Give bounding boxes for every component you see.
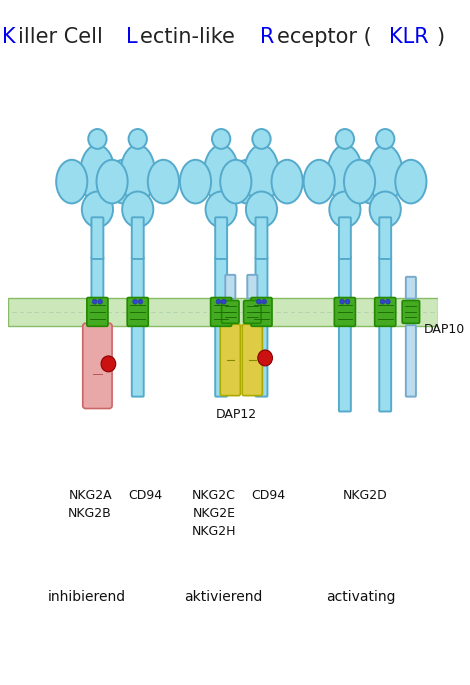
FancyBboxPatch shape — [256, 325, 267, 397]
Text: ectin-like: ectin-like — [140, 27, 242, 47]
FancyBboxPatch shape — [92, 257, 103, 299]
Ellipse shape — [252, 129, 271, 149]
Text: inhibierend: inhibierend — [48, 590, 126, 604]
FancyBboxPatch shape — [402, 301, 420, 323]
Text: R: R — [260, 27, 274, 47]
Ellipse shape — [82, 192, 113, 227]
FancyBboxPatch shape — [339, 217, 351, 259]
Ellipse shape — [205, 192, 237, 227]
FancyBboxPatch shape — [87, 297, 108, 326]
Circle shape — [262, 299, 266, 304]
Text: CD94: CD94 — [252, 489, 286, 502]
Circle shape — [101, 356, 116, 372]
Circle shape — [138, 299, 143, 304]
Ellipse shape — [376, 129, 394, 149]
Text: NKG2A
NKG2B: NKG2A NKG2B — [68, 489, 112, 520]
Circle shape — [216, 299, 221, 304]
FancyBboxPatch shape — [251, 297, 272, 326]
Text: K: K — [2, 27, 16, 47]
Text: ): ) — [436, 27, 444, 47]
FancyBboxPatch shape — [375, 297, 396, 326]
Ellipse shape — [328, 145, 362, 203]
Ellipse shape — [220, 160, 251, 203]
Ellipse shape — [212, 129, 230, 149]
FancyBboxPatch shape — [339, 257, 351, 299]
FancyBboxPatch shape — [406, 277, 416, 299]
FancyBboxPatch shape — [379, 217, 391, 259]
Circle shape — [98, 299, 102, 304]
Ellipse shape — [56, 160, 87, 203]
Ellipse shape — [96, 160, 128, 203]
Ellipse shape — [80, 145, 115, 203]
FancyBboxPatch shape — [132, 325, 144, 397]
Ellipse shape — [336, 129, 354, 149]
Ellipse shape — [244, 145, 279, 203]
Ellipse shape — [88, 129, 107, 149]
FancyBboxPatch shape — [215, 325, 227, 397]
Ellipse shape — [148, 160, 179, 203]
Circle shape — [340, 299, 345, 304]
FancyBboxPatch shape — [379, 257, 391, 299]
FancyBboxPatch shape — [379, 325, 391, 412]
Ellipse shape — [344, 160, 375, 203]
FancyBboxPatch shape — [215, 217, 227, 259]
Text: DAP12: DAP12 — [216, 408, 257, 421]
FancyBboxPatch shape — [256, 257, 267, 299]
FancyBboxPatch shape — [132, 217, 144, 259]
Text: KLR: KLR — [389, 27, 429, 47]
FancyBboxPatch shape — [406, 325, 416, 397]
FancyBboxPatch shape — [211, 297, 232, 326]
Ellipse shape — [231, 160, 262, 203]
Text: CD94: CD94 — [128, 489, 162, 502]
Ellipse shape — [395, 160, 426, 203]
FancyBboxPatch shape — [242, 324, 262, 396]
Ellipse shape — [329, 192, 360, 227]
Ellipse shape — [108, 160, 139, 203]
Circle shape — [222, 299, 226, 304]
FancyBboxPatch shape — [334, 297, 355, 326]
Ellipse shape — [304, 160, 335, 203]
FancyBboxPatch shape — [225, 275, 235, 299]
Text: DAP10: DAP10 — [424, 323, 465, 336]
Ellipse shape — [246, 192, 277, 227]
Circle shape — [93, 299, 97, 304]
Ellipse shape — [272, 160, 303, 203]
Text: L: L — [126, 27, 138, 47]
Circle shape — [257, 299, 261, 304]
Ellipse shape — [369, 192, 401, 227]
Text: iller Cell: iller Cell — [18, 27, 110, 47]
FancyBboxPatch shape — [215, 257, 227, 299]
FancyBboxPatch shape — [339, 325, 351, 412]
FancyBboxPatch shape — [83, 323, 112, 408]
Ellipse shape — [120, 145, 155, 203]
Text: NKG2D: NKG2D — [343, 489, 387, 502]
FancyBboxPatch shape — [132, 257, 144, 299]
Ellipse shape — [180, 160, 211, 203]
FancyBboxPatch shape — [127, 297, 148, 326]
FancyBboxPatch shape — [220, 324, 240, 396]
Ellipse shape — [368, 145, 403, 203]
FancyBboxPatch shape — [243, 301, 261, 323]
FancyBboxPatch shape — [247, 275, 258, 299]
Text: NKG2C
NKG2E
NKG2H: NKG2C NKG2E NKG2H — [192, 489, 236, 538]
Ellipse shape — [204, 145, 239, 203]
Ellipse shape — [355, 160, 386, 203]
FancyBboxPatch shape — [92, 217, 103, 259]
Circle shape — [386, 299, 390, 304]
Circle shape — [380, 299, 385, 304]
Circle shape — [258, 350, 273, 366]
Text: activating: activating — [326, 590, 396, 604]
Text: eceptor (: eceptor ( — [277, 27, 372, 47]
Ellipse shape — [122, 192, 153, 227]
Ellipse shape — [129, 129, 147, 149]
FancyBboxPatch shape — [256, 217, 267, 259]
Text: aktivierend: aktivierend — [184, 590, 262, 604]
Bar — [8, 298, 439, 326]
Circle shape — [345, 299, 350, 304]
FancyBboxPatch shape — [222, 301, 239, 323]
Circle shape — [133, 299, 137, 304]
